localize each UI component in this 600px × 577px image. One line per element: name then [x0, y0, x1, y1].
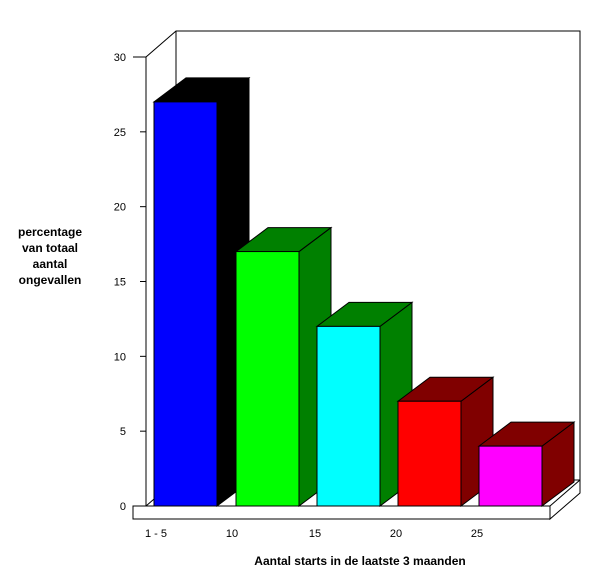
- x-tick-label: 10: [226, 528, 238, 540]
- x-tick-label: 15: [309, 528, 321, 540]
- y-axis-label-line: ongevallen: [18, 273, 82, 287]
- y-axis-label-line: aantal: [32, 257, 68, 271]
- y-tick-label: 25: [114, 127, 126, 139]
- y-tick-label: 15: [114, 277, 126, 289]
- bar: [316, 325, 381, 507]
- x-tick-label: 1 - 5: [145, 528, 167, 540]
- y-tick-label: 30: [114, 52, 126, 64]
- x-tick-label: 25: [471, 528, 483, 540]
- x-axis-label: Aantal starts in de laatste 3 maanden: [254, 554, 466, 568]
- y-axis-label-line: percentage: [17, 225, 83, 239]
- bar: [397, 400, 462, 507]
- y-tick-label: 0: [120, 501, 126, 513]
- y-axis-label: percentage van totaal aantal ongevallen: [2, 224, 98, 288]
- y-tick-label: 5: [120, 426, 126, 438]
- x-tick-label: 20: [390, 528, 402, 540]
- y-tick-label: 20: [114, 202, 126, 214]
- y-axis-label-line: van totaal: [21, 241, 78, 255]
- floor-front: [132, 505, 551, 520]
- bar: [235, 251, 300, 507]
- bar: [478, 445, 543, 507]
- y-tick-label: 10: [114, 351, 126, 363]
- bar: [153, 101, 218, 507]
